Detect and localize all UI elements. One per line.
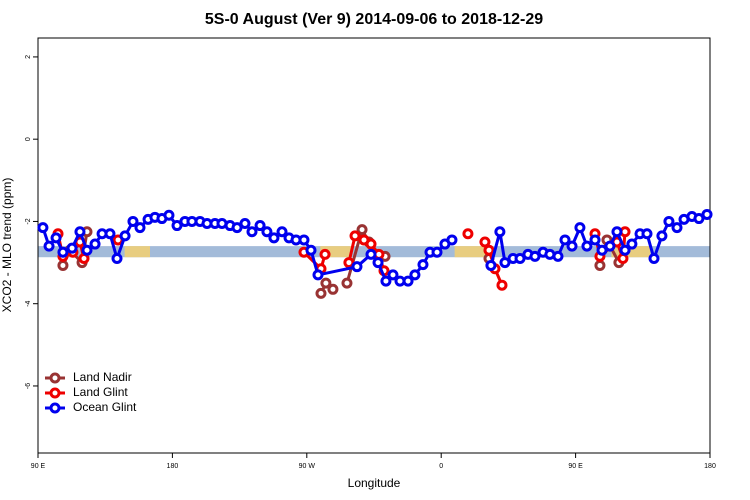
data-point <box>596 244 608 256</box>
legend-label: Ocean Glint <box>73 400 137 414</box>
data-point <box>581 240 593 252</box>
data-point <box>305 244 317 256</box>
plot-frame <box>37 37 711 454</box>
y-axis-label: XCO2 - MLO trend (ppm) <box>0 178 14 313</box>
x-tick-label: 90 W <box>299 463 316 470</box>
data-point <box>365 248 377 260</box>
data-point <box>365 238 377 250</box>
data-point <box>663 215 675 227</box>
data-point <box>171 220 183 232</box>
data-point <box>559 234 571 246</box>
data-point <box>514 252 526 264</box>
data-point <box>81 244 93 256</box>
data-point <box>320 277 332 289</box>
data-point <box>239 217 251 229</box>
legend-marker <box>49 372 61 384</box>
data-point <box>351 261 363 273</box>
data-point <box>37 222 49 234</box>
data-point <box>496 279 508 291</box>
band-highlight <box>124 246 150 258</box>
data-point <box>485 259 497 271</box>
data-point <box>57 246 69 258</box>
data-point <box>268 232 280 244</box>
data-point <box>134 222 146 234</box>
y-tick-label: -2 <box>25 218 32 224</box>
legend-label: Land Nadir <box>73 370 132 384</box>
data-point <box>626 238 638 250</box>
data-point <box>119 230 131 242</box>
data-point <box>349 230 361 242</box>
legend-marker <box>49 387 61 399</box>
data-point <box>315 287 327 299</box>
data-point <box>479 236 491 248</box>
data-point <box>104 228 116 240</box>
data-point <box>552 250 564 262</box>
data-point <box>372 257 384 269</box>
legend-label: Land Glint <box>73 385 128 399</box>
data-point <box>494 226 506 238</box>
data-point <box>246 226 258 238</box>
data-point <box>111 252 123 264</box>
data-point <box>574 222 586 234</box>
y-tick-label: 2 <box>25 55 32 59</box>
x-tick-label: 90 E <box>568 463 583 470</box>
data-point <box>409 269 421 281</box>
data-point <box>254 220 266 232</box>
x-axis-label: Longitude <box>348 476 401 490</box>
data-point <box>356 224 368 236</box>
y-tick-label: 0 <box>25 137 32 141</box>
data-point <box>499 257 511 269</box>
data-point <box>671 222 683 234</box>
data-point <box>380 275 392 287</box>
data-point <box>529 250 541 262</box>
x-tick-label: 180 <box>167 463 179 470</box>
data-point <box>619 244 631 256</box>
data-point <box>261 226 273 238</box>
data-point <box>446 234 458 246</box>
data-point <box>431 246 443 258</box>
data-point <box>594 259 606 271</box>
data-point <box>89 238 101 250</box>
data-point <box>566 240 578 252</box>
data-point <box>276 226 288 238</box>
data-point <box>641 228 653 240</box>
data-point <box>589 234 601 246</box>
data-point <box>43 240 55 252</box>
data-point <box>319 248 331 260</box>
data-point <box>417 259 429 271</box>
data-point <box>74 226 86 238</box>
data-point <box>312 269 324 281</box>
y-tick-label: -6 <box>25 383 32 389</box>
data-point <box>341 277 353 289</box>
x-tick-label: 180 <box>704 463 716 470</box>
data-point <box>483 244 495 256</box>
data-point <box>611 226 623 238</box>
data-point <box>402 275 414 287</box>
chart-title: 5S-0 August (Ver 9) 2014-09-06 to 2018-1… <box>205 11 543 28</box>
data-point <box>327 283 339 295</box>
legend-marker <box>49 402 61 414</box>
y-tick-label: -4 <box>25 300 32 306</box>
band-highlight <box>454 246 491 258</box>
data-point <box>127 215 139 227</box>
band-highlight <box>320 246 352 258</box>
data-point <box>343 257 355 269</box>
data-point <box>648 252 660 264</box>
data-point <box>656 230 668 242</box>
data-point <box>163 209 175 221</box>
data-point <box>462 228 474 240</box>
data-point <box>57 259 69 271</box>
data-point <box>231 222 243 234</box>
x-tick-label: 0 <box>439 463 443 470</box>
data-point <box>298 234 310 246</box>
data-point <box>701 208 713 220</box>
data-point <box>604 240 616 252</box>
x-tick-label: 90 E <box>31 463 46 470</box>
data-point <box>66 242 78 254</box>
data-point <box>387 269 399 281</box>
data-point <box>693 213 705 225</box>
band-highlight <box>611 246 651 258</box>
data-point <box>50 232 62 244</box>
